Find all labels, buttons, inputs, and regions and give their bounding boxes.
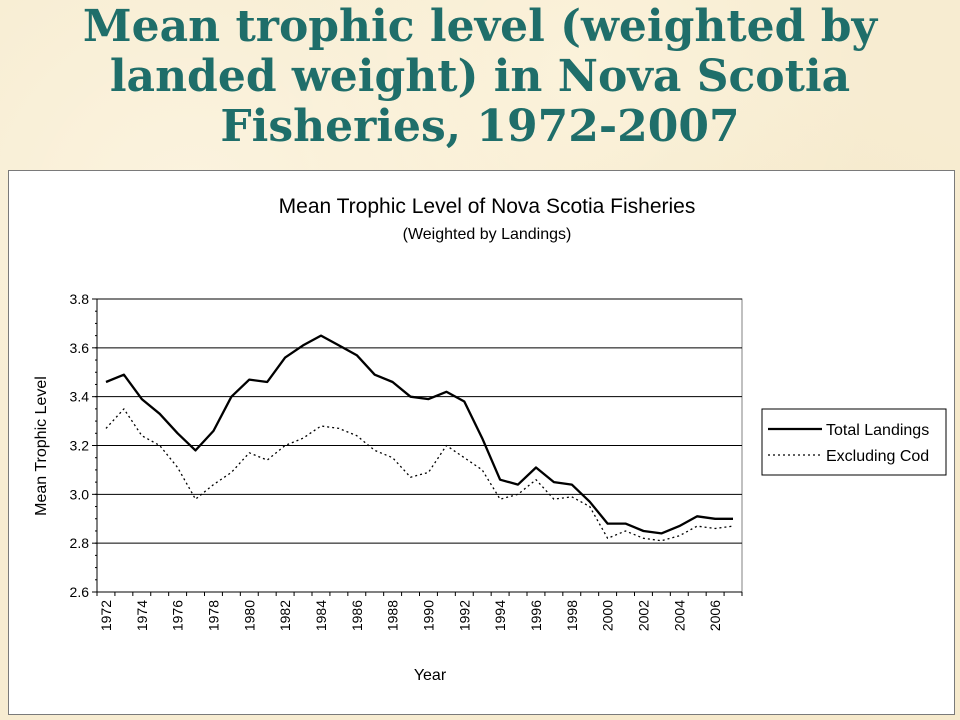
x-axis-label: Year xyxy=(414,667,447,684)
y-tick-label: 3.0 xyxy=(70,486,90,502)
slide-title-line: Mean trophic level (weighted by xyxy=(82,1,878,52)
x-tick-label: 1992 xyxy=(456,600,472,631)
legend-label: Excluding Cod xyxy=(826,448,929,465)
x-tick-label: 2006 xyxy=(707,600,723,631)
chart-title: Mean Trophic Level of Nova Scotia Fisher… xyxy=(279,195,696,218)
y-tick-label: 3.8 xyxy=(70,291,90,307)
slide-title-line: landed weight) in Nova Scotia xyxy=(109,51,851,102)
y-tick-label: 3.6 xyxy=(70,340,90,356)
slide-title: Mean trophic level (weighted by landed w… xyxy=(0,2,960,152)
x-tick-label: 2004 xyxy=(671,600,687,631)
x-tick-label: 1974 xyxy=(134,600,150,631)
series-line-total-landings xyxy=(105,334,733,535)
x-tick-label: 1998 xyxy=(564,600,580,631)
y-tick-label: 3.4 xyxy=(70,389,90,405)
slide-title-line: Fisheries, 1972-2007 xyxy=(220,101,740,152)
legend-box xyxy=(761,408,947,476)
chart-panel: Mean Trophic Level of Nova Scotia Fisher… xyxy=(8,170,955,715)
chart-legend: Total Landings Excluding Cod xyxy=(761,408,947,476)
x-tick-label: 2000 xyxy=(600,600,616,631)
y-axis-label: Mean Trophic Level xyxy=(33,376,50,516)
x-tick-label: 1984 xyxy=(313,600,329,631)
x-tick-label: 1990 xyxy=(420,600,436,631)
x-tick-label: 2002 xyxy=(635,600,651,631)
y-tick-label: 3.2 xyxy=(70,438,90,454)
x-tick-label: 1982 xyxy=(277,600,293,631)
x-tick-label: 1978 xyxy=(205,600,221,631)
chart-subtitle: (Weighted by Landings) xyxy=(403,226,572,243)
y-tick-label: 2.6 xyxy=(70,584,90,600)
x-tick-label: 1972 xyxy=(98,600,114,631)
trophic-level-chart: Mean Trophic Level of Nova Scotia Fisher… xyxy=(33,195,947,684)
legend-label: Total Landings xyxy=(826,422,929,439)
x-tick-label: 1988 xyxy=(385,600,401,631)
x-tick-label: 1996 xyxy=(528,600,544,631)
x-tick-label: 1976 xyxy=(170,600,186,631)
x-tick-label: 1986 xyxy=(349,600,365,631)
x-tick-label: 1980 xyxy=(241,600,257,631)
plot-area: 2.6 2.8 3.0 3.2 3.4 3.6 3.8 1972 1974 1976 1978 198… xyxy=(70,291,743,631)
x-tick-label: 1994 xyxy=(492,600,508,631)
y-tick-label: 2.8 xyxy=(70,535,90,551)
